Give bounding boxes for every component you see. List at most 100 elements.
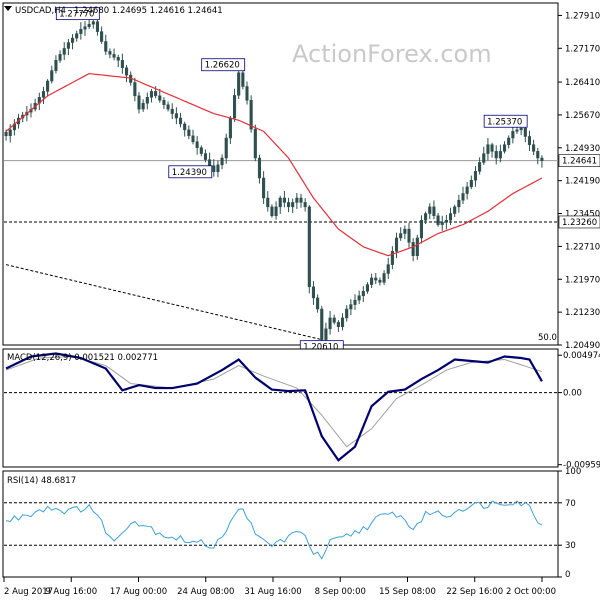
price-panel: ActionForex.com 1.277701.266201.243901.2…: [2, 2, 600, 354]
candle-body: [166, 104, 170, 110]
x-tick-label: 17 Aug 00:00: [110, 587, 167, 597]
candle-body: [257, 157, 262, 179]
candle-body: [116, 57, 120, 61]
price-annotation-label: 1.26620: [205, 61, 240, 71]
candle-body: [137, 95, 141, 110]
price-y-tick-label: 1.24930: [565, 144, 600, 154]
candle-body: [498, 151, 502, 159]
candle-body: [83, 26, 87, 30]
candle-body: [536, 151, 540, 159]
candle-body: [311, 286, 316, 299]
x-tick-label: 8 Sep 00:00: [315, 587, 366, 597]
x-tick-label: 2 Aug 2017: [4, 587, 53, 597]
candle-body: [473, 171, 478, 181]
x-tick-label: 9 Aug 16:00: [45, 587, 97, 597]
candle-body: [228, 117, 232, 139]
candle-body: [199, 147, 203, 154]
level-price-tag: [558, 215, 600, 229]
candle-body: [540, 157, 544, 161]
price-annotation-label: 1.20610: [303, 343, 338, 353]
candle-body: [104, 41, 108, 52]
candle-body: [411, 242, 415, 256]
rsi-y-tick-label: 100: [565, 467, 581, 477]
candle-body: [448, 213, 453, 221]
price-plot: 1.27770 1.26620 1.24390 1.20610 1.25370 50.0: [4, 7, 558, 354]
candle-body: [241, 72, 245, 87]
candle-body: [70, 37, 75, 43]
dropdown-arrow-icon[interactable]: [4, 6, 12, 11]
candle-body: [494, 151, 498, 159]
candle-body: [419, 219, 424, 239]
price-y-tick-label: 1.24190: [565, 177, 600, 187]
candle-body: [141, 102, 145, 110]
level-price-tag: [558, 154, 600, 167]
candle-body: [390, 251, 394, 265]
candle-body: [307, 206, 311, 288]
candle-body: [469, 179, 473, 188]
level-price-tag-label: 1.23260: [562, 218, 597, 228]
candle-body: [415, 237, 419, 256]
ohlc-readout: 1.24680 1.24695 1.24616 1.24641: [74, 6, 223, 16]
candle-body: [270, 206, 274, 217]
candle-body: [262, 177, 266, 199]
candle-body: [349, 304, 353, 310]
candle-body: [120, 60, 124, 68]
candle-body: [91, 21, 95, 25]
candle-body: [365, 284, 370, 292]
candle-body: [461, 193, 465, 201]
candle-body: [232, 95, 237, 119]
candle-body: [158, 95, 162, 101]
candle-body: [399, 233, 403, 239]
x-tick-label: 22 Sep 16:00: [446, 587, 503, 597]
candle-body: [370, 277, 374, 285]
candle-body: [203, 153, 208, 160]
candle-body: [490, 144, 494, 152]
candle-body: [178, 117, 183, 125]
candle-body: [336, 322, 340, 328]
candle-body: [357, 295, 361, 301]
macd-panel: 0.004974 0.00 -0.009591 MACD(12,26,9) 0.00…: [2, 348, 600, 471]
candle-body: [519, 128, 523, 131]
candle-body: [274, 206, 278, 217]
price-annotation-label: 1.24390: [172, 168, 207, 178]
macd-y-tick-label: 0.004974: [563, 351, 600, 361]
symbol-label: USDCAD,H4: [15, 6, 66, 16]
candle-body: [46, 80, 50, 92]
macd-panel-frame: [2, 348, 559, 468]
candle-body: [440, 222, 444, 225]
candle-body: [320, 308, 324, 340]
candle-body: [340, 317, 345, 328]
price-y-tick-label: 1.26410: [565, 78, 600, 88]
watermark: ActionForex.com: [292, 40, 492, 68]
candle-body: [444, 219, 448, 223]
candle-body: [249, 100, 253, 130]
rsi-panel-frame: [2, 470, 559, 578]
candle-body: [353, 299, 357, 305]
macd-plot: [4, 352, 558, 462]
candle-body: [54, 60, 58, 71]
candle-body: [174, 113, 178, 119]
price-annotation-box: [483, 114, 528, 128]
candle-body: [394, 237, 399, 252]
candle-body: [224, 137, 228, 159]
candle-body: [428, 206, 432, 214]
candle-body: [41, 91, 46, 98]
candle-body: [515, 129, 519, 132]
candle-body: [507, 137, 511, 145]
candle-body: [324, 328, 328, 340]
candle-body: [478, 162, 482, 172]
candle-body: [511, 131, 515, 139]
rsi-y-tick-label: 70: [565, 499, 576, 509]
candle-body: [195, 141, 199, 148]
rsi-panel: 100 70 30 0 RSI(14) 48.6817: [2, 467, 581, 580]
price-y-tick-label: 1.21970: [565, 275, 600, 285]
candle-body: [133, 82, 137, 97]
candle-body: [187, 129, 191, 137]
candle-body: [386, 264, 390, 274]
candle-body: [432, 206, 436, 217]
candle-body: [212, 165, 216, 173]
candle-body: [62, 48, 66, 55]
candle-body: [527, 136, 532, 145]
candle-body: [361, 291, 365, 296]
